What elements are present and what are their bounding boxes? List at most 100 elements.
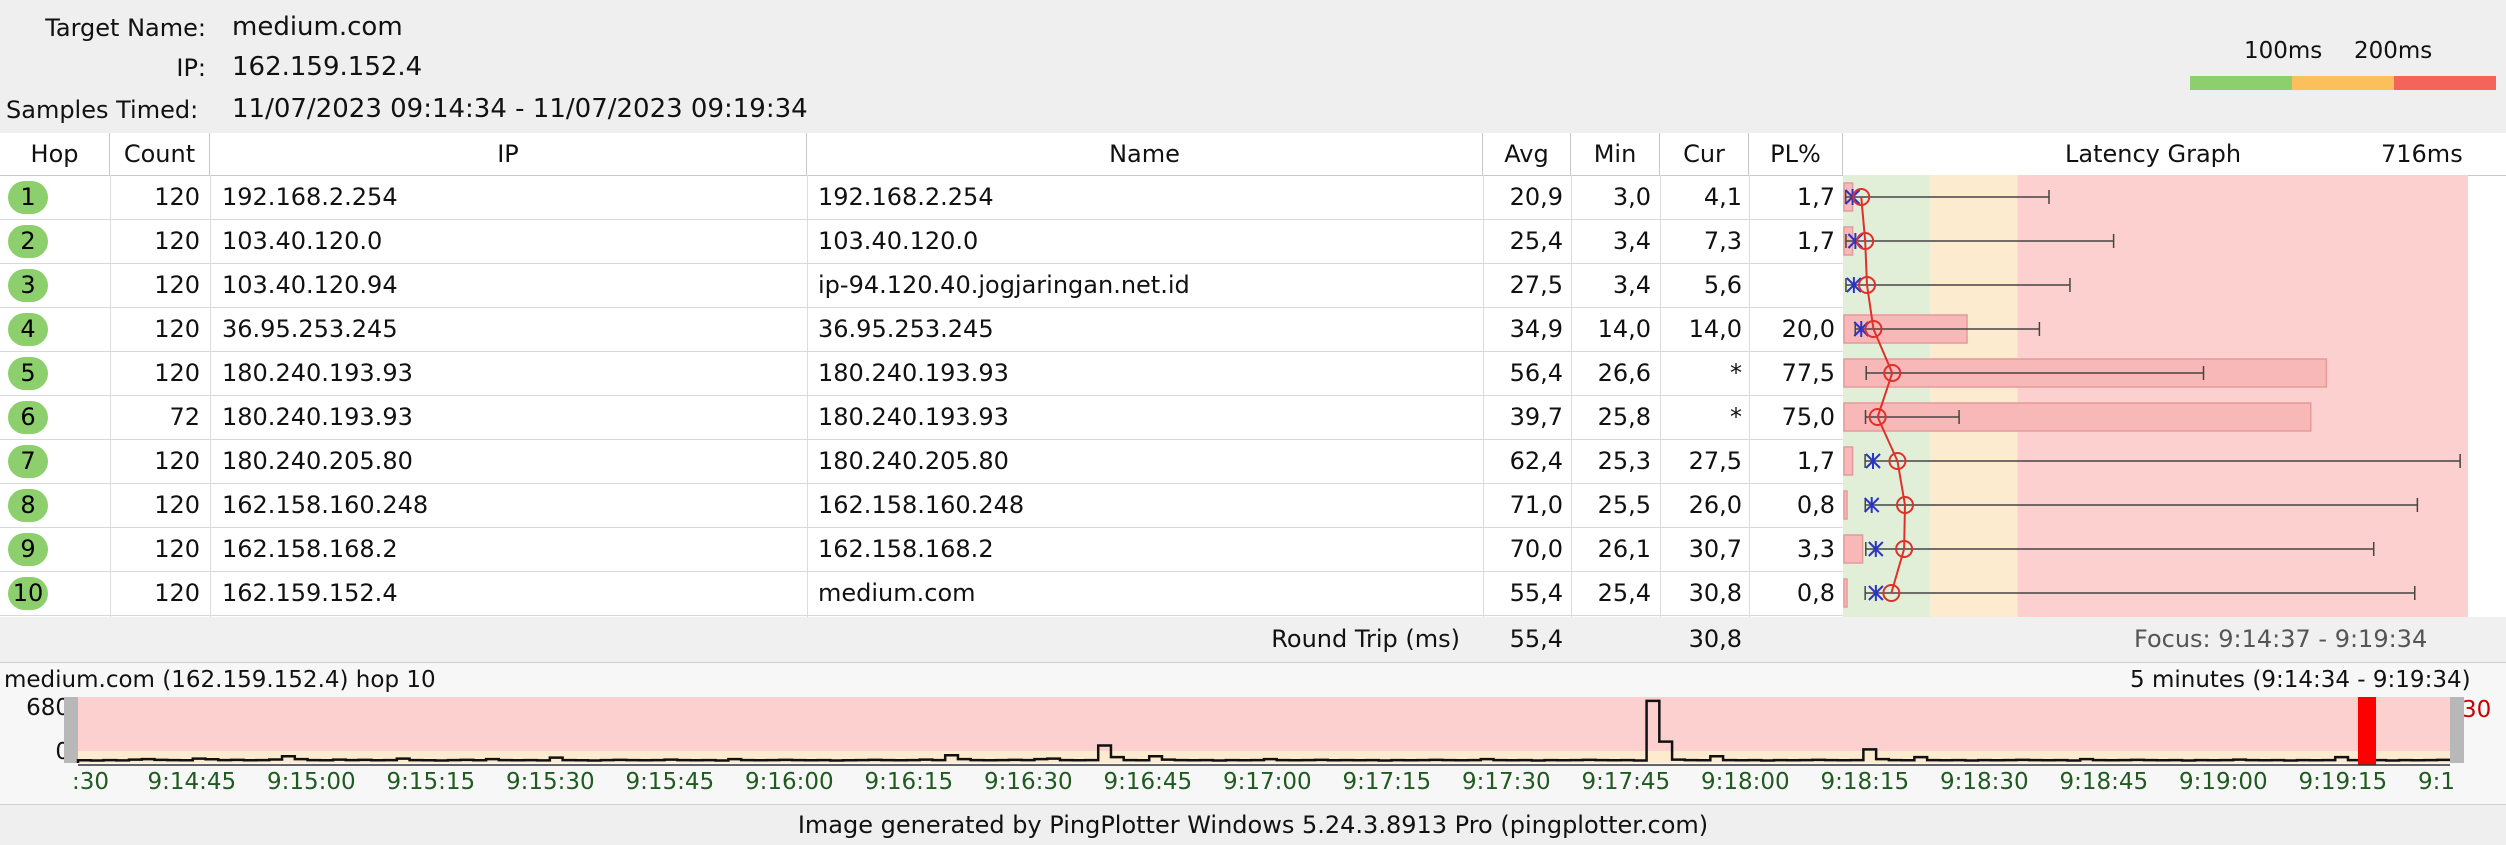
hop-pl: 0,8 [1796,491,1835,519]
hop-cur: 14,0 [1688,315,1742,343]
hop-avg: 70,0 [1509,535,1563,563]
hop-ip: 162.159.152.4 [222,579,398,607]
table-row[interactable]: 9 120 162.158.168.2 162.158.168.2 70,0 26,1 30… [0,527,1843,571]
packet-loss-bar [1843,446,1854,476]
hop-cur: 4,1 [1703,183,1742,211]
hop-min: 26,1 [1597,535,1651,563]
scale-100-label: 100ms [2244,38,2323,64]
timeline-right-value: 30 [2462,697,2492,723]
table-row[interactable]: 7 120 180.240.205.80 180.240.205.80 62,4 25,3… [0,439,1843,483]
footer-credit: Image generated by PingPlotter Windows 5… [0,804,2506,845]
col-header-latency-graph[interactable]: Latency Graph 716ms [1843,133,2506,175]
hop-name: 162.158.160.248 [818,491,1025,519]
col-header-cur[interactable]: Cur [1660,133,1749,175]
timeline-tick-label: 9:17:30 [1462,769,1551,795]
average-latency-point [1888,452,1907,470]
hop-number: 10 [8,577,48,610]
column-divider [110,175,111,617]
hop-avg: 56,4 [1509,359,1563,387]
hop-avg: 55,4 [1509,579,1563,607]
round-trip-cur: 30,8 [1688,625,1742,653]
timeline-tick-label: 9:15:15 [386,769,476,795]
hop-cur: 30,8 [1688,579,1742,607]
hop-ip: 180.240.205.80 [222,447,413,475]
current-latency-mark [1868,585,1884,601]
average-latency-line [1860,196,1906,594]
timeline-tick-label: 9:16:45 [1103,769,1193,795]
scale-200-label: 200ms [2354,38,2433,64]
table-row[interactable]: 8 120 162.158.160.248 162.158.160.248 71,0 25… [0,483,1843,527]
col-header-pl[interactable]: PL% [1749,133,1843,175]
timeline-tick-label: 9:16:30 [984,769,1073,795]
hop-number: 6 [8,401,48,434]
timeline-right-handle [2450,697,2464,763]
focus-range: Focus: 9:14:37 - 9:19:34 [2134,625,2428,653]
hop-name: 36.95.253.245 [818,315,994,343]
timeline-plot[interactable] [0,663,2506,769]
current-latency-mark [1847,233,1864,249]
col-header-min[interactable]: Min [1571,133,1660,175]
scale-bar-warning [2292,76,2394,90]
timeline-tick-label: 9:15:30 [506,769,595,795]
table-row[interactable]: 3 120 103.40.120.94 ip-94.120.40.jogjaringa… [0,263,1843,307]
timeline-tick-label: 9:19:15 [2298,769,2388,795]
hop-name: 180.240.205.80 [818,447,1009,475]
current-latency-mark [1868,541,1884,557]
target-name-label: Target Name: [45,14,206,42]
hop-avg: 20,9 [1509,183,1563,211]
hop-min: 25,5 [1597,491,1651,519]
scale-bar-bad [2394,76,2496,90]
table-row[interactable]: 6 72 180.240.193.93 180.240.193.93 39,7 25,8 *… [0,395,1843,439]
samples-timed-value: 11/07/2023 09:14:34 - 11/07/2023 09:19:3… [232,94,808,124]
col-header-name[interactable]: Name [807,133,1483,175]
hop-number: 5 [8,357,48,390]
timeline-y-top: 680 [26,695,70,721]
hop-count: 120 [154,183,200,211]
hop-cur: * [1730,359,1742,387]
ip-label: IP: [176,54,206,82]
average-latency-point [1868,408,1887,426]
hop-avg: 39,7 [1509,403,1563,431]
latency-graph-max: 716ms [2381,140,2463,168]
table-row[interactable]: 1 120 192.168.2.254 192.168.2.254 20,9 3,0 4,1… [0,175,1843,219]
timeline-zone-bad [78,697,2450,751]
hop-cur: * [1730,403,1742,431]
hop-name: 180.240.193.93 [818,403,1009,431]
average-latency-point [1895,540,1914,558]
column-divider [807,175,808,617]
hop-avg: 71,0 [1509,491,1563,519]
col-header-count[interactable]: Count [110,133,210,175]
hop-name: medium.com [818,579,976,607]
target-name-value: medium.com [232,12,403,42]
hop-cur: 7,3 [1703,227,1742,255]
table-row[interactable]: 2 120 103.40.120.0 103.40.120.0 25,4 3,4 7,3 1,… [0,219,1843,263]
average-latency-point [1895,496,1914,514]
timeline-tick-label: 9:18:45 [2059,769,2149,795]
hop-name: 192.168.2.254 [818,183,994,211]
hop-pl: 77,5 [1781,359,1835,387]
hop-pl: 75,0 [1781,403,1835,431]
row-divider [0,527,1843,528]
row-divider [0,483,1843,484]
hop-count: 120 [154,227,200,255]
table-row[interactable]: 10 120 162.159.152.4 medium.com 55,4 25,4 30,8… [0,571,1843,615]
latency-graph [1843,175,2468,617]
table-row[interactable]: 5 120 180.240.193.93 180.240.193.93 56,4 26,6… [0,351,1843,395]
col-header-avg[interactable]: Avg [1483,133,1571,175]
col-header-hop[interactable]: Hop [0,133,110,175]
row-divider [0,351,1843,352]
hop-pl [1749,263,1835,307]
table-row[interactable]: 4 120 36.95.253.245 36.95.253.245 34,9 14,0 14… [0,307,1843,351]
hop-cur: 27,5 [1688,447,1742,475]
row-divider [0,263,1843,264]
round-trip-label: Round Trip (ms) [1271,625,1460,653]
hop-cur: 26,0 [1688,491,1742,519]
timeline-graph: medium.com (162.159.152.4) hop 10 5 minu… [0,662,2506,805]
hop-name: 180.240.193.93 [818,359,1009,387]
timeline-tick-label: 9:18:15 [1820,769,1910,795]
column-divider [1571,175,1572,617]
col-header-ip[interactable]: IP [210,133,807,175]
current-latency-mark [1865,453,1881,469]
timeline-tick-label: 9:16:15 [864,769,954,795]
hop-count: 120 [154,271,200,299]
